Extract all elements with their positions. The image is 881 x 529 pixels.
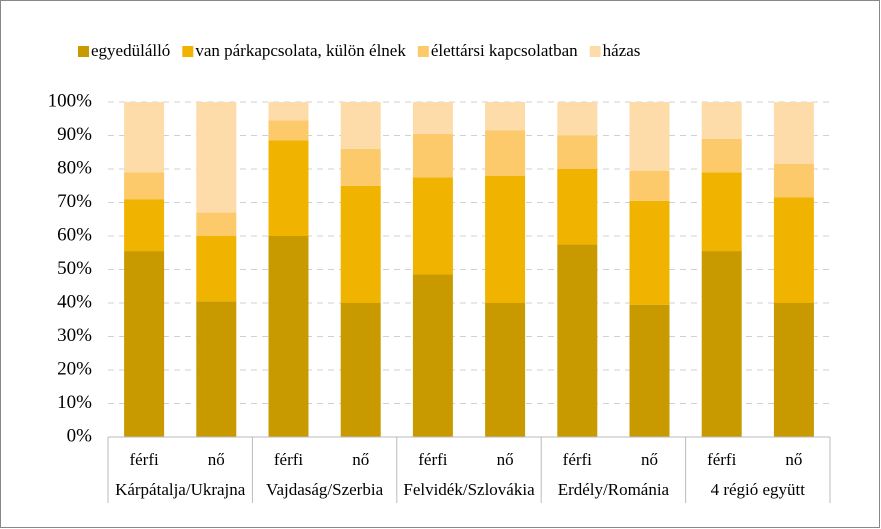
- bar-segment: [629, 102, 670, 171]
- bar-segment: [773, 102, 814, 164]
- bar-segment: [557, 169, 598, 245]
- bar-segment: [340, 185, 381, 303]
- bar-segment: [773, 303, 814, 437]
- group-label: Kárpátalja/Ukrajna: [115, 480, 246, 499]
- bar-segment: [196, 301, 237, 437]
- bar-segment: [701, 138, 742, 173]
- bar-segment: [412, 177, 453, 275]
- bar-segment: [773, 163, 814, 198]
- group-label: 4 régió együtt: [711, 480, 806, 499]
- bar-segment: [196, 236, 237, 302]
- x-tick-label: nő: [785, 450, 802, 469]
- bar-segment: [412, 102, 453, 134]
- bar-segment: [196, 102, 237, 213]
- bar-segment: [701, 102, 742, 139]
- bar-segment: [485, 175, 526, 303]
- y-tick-label: 90%: [57, 124, 92, 145]
- bar-segment: [629, 170, 670, 201]
- bar-segment: [340, 303, 381, 437]
- bar-segment: [268, 236, 309, 437]
- legend-label: egyedülálló: [91, 41, 170, 60]
- bar-segment: [124, 102, 165, 173]
- x-tick-label: nő: [641, 450, 658, 469]
- bar-segment: [268, 120, 309, 141]
- y-tick-label: 30%: [57, 325, 92, 346]
- y-tick-label: 10%: [57, 392, 92, 413]
- bar-segment: [485, 303, 526, 437]
- x-tick-label: nő: [497, 450, 514, 469]
- legend-swatch: [589, 46, 601, 57]
- x-tick-label: férfi: [274, 450, 304, 469]
- x-tick-label: férfi: [563, 450, 593, 469]
- legend-label: van párkapcsolata, külön élnek: [195, 41, 406, 60]
- x-tick-label: férfi: [129, 450, 159, 469]
- legend-label: házas: [603, 41, 641, 60]
- group-label: Vajdaság/Szerbia: [266, 480, 384, 499]
- bar-segment: [557, 102, 598, 136]
- bar-segment: [773, 197, 814, 303]
- bar-segment: [196, 212, 237, 236]
- x-tick-label: férfi: [418, 450, 448, 469]
- x-tick-label: nő: [208, 450, 225, 469]
- legend-swatch: [182, 46, 194, 57]
- legend-label: élettársi kapcsolatban: [431, 41, 578, 60]
- bar-segment: [268, 140, 309, 236]
- y-tick-label: 80%: [57, 157, 92, 178]
- bar-segment: [701, 172, 742, 252]
- group-label: Erdély/Románia: [558, 480, 670, 499]
- bar-segment: [557, 135, 598, 169]
- bar-segment: [124, 172, 165, 200]
- x-tick-label: férfi: [707, 450, 737, 469]
- y-tick-label: 40%: [57, 291, 92, 312]
- y-tick-label: 70%: [57, 191, 92, 212]
- bar-segment: [701, 251, 742, 437]
- bar-segment: [412, 274, 453, 437]
- bar-segment: [557, 244, 598, 437]
- group-label: Felvidék/Szlovákia: [403, 480, 535, 499]
- bar-segment: [485, 130, 526, 176]
- y-tick-label: 60%: [57, 224, 92, 245]
- bar-segment: [268, 102, 309, 121]
- legend-swatch: [417, 46, 429, 57]
- y-tick-label: 20%: [57, 358, 92, 379]
- bar-segment: [340, 148, 381, 186]
- bar-segment: [485, 102, 526, 131]
- bar-segment: [340, 102, 381, 149]
- y-tick-label: 0%: [67, 425, 93, 446]
- y-tick-label: 50%: [57, 258, 92, 279]
- bar-segment: [629, 304, 670, 437]
- x-tick-label: nő: [352, 450, 369, 469]
- bar-segment: [124, 199, 165, 252]
- bar-segment: [629, 200, 670, 305]
- y-tick-label: 100%: [48, 90, 93, 111]
- legend-swatch: [78, 46, 89, 57]
- bar-segment: [124, 251, 165, 437]
- bar-segment: [412, 133, 453, 178]
